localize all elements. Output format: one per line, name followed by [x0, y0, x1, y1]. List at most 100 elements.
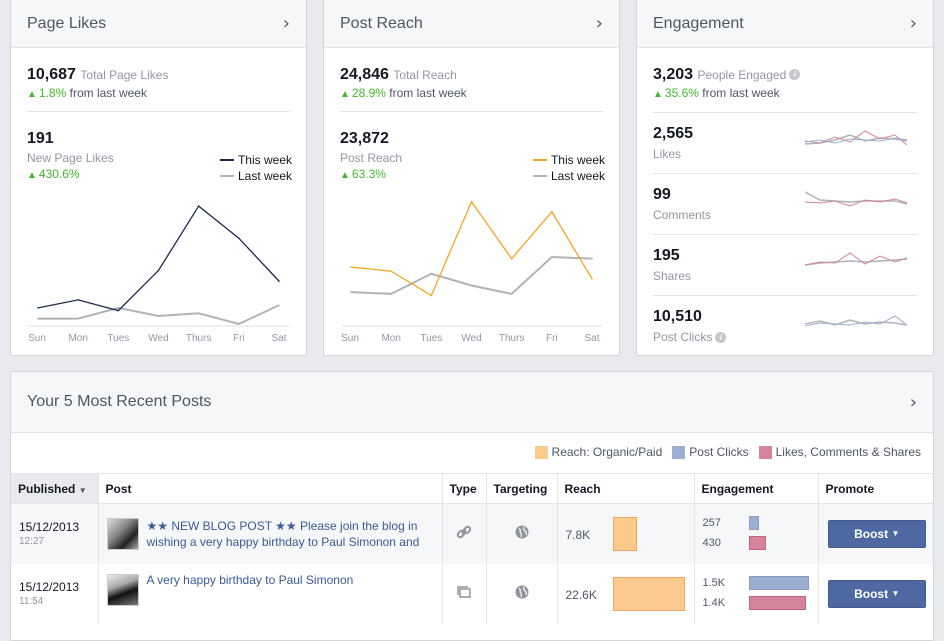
chevron-right-icon[interactable]: ›	[595, 13, 603, 34]
page-likes-chart: Sun Mon Tues Wed Thurs Fri Sat	[28, 205, 289, 344]
column-targeting[interactable]: Targeting	[486, 473, 558, 504]
reach-cell: 22.6K	[557, 563, 695, 624]
new-likes-label: New Page Likes	[27, 151, 114, 165]
column-published[interactable]: Published ▼	[11, 473, 99, 504]
people-engaged: 3,203 People Engaged i	[653, 66, 801, 84]
last-week-point	[551, 256, 553, 258]
page-likes-card: Page Likes › 10,687 Total Page Likes ▲ 1.…	[10, 0, 307, 356]
total-reach-value: 24,846	[340, 66, 389, 83]
this-week-point	[591, 277, 593, 280]
engaged-change-value: 35.6%	[664, 86, 699, 100]
column-published-label: Published	[18, 481, 76, 496]
boost-button[interactable]: Boost ▼	[827, 519, 926, 548]
last-week-point	[470, 284, 473, 287]
up-arrow-icon: ▲	[340, 170, 350, 181]
up-arrow-icon: ▲	[27, 89, 37, 100]
likes-change-suffix: from last week	[69, 86, 147, 100]
chevron-right-icon[interactable]: ›	[282, 13, 290, 34]
info-icon[interactable]: i	[715, 332, 727, 344]
shares-count: 195	[653, 247, 680, 264]
x-tick-label: Thurs	[186, 333, 212, 344]
reach-change-value: 28.9%	[351, 86, 386, 100]
legend-post-clicks: Post Clicks	[689, 445, 749, 459]
post-reach-change: ▲ 63.3%	[340, 167, 386, 181]
post-cell: ★★ NEW BLOG POST ★★ Please join the blog…	[98, 503, 443, 564]
last-week-point	[510, 293, 513, 295]
x-tick-label: Fri	[233, 333, 245, 344]
recent-posts-card: Your 5 Most Recent Posts › Reach: Organi…	[10, 371, 934, 641]
likes-change-value: 1.8%	[38, 86, 67, 100]
column-post[interactable]: Post	[98, 473, 443, 504]
total-reach-label: Total Reach	[393, 68, 457, 82]
this-week-point	[470, 200, 473, 203]
last-week-point	[430, 272, 433, 275]
chart-legend: This week Last week	[532, 152, 605, 184]
engagement-row-shares: 195 Shares	[653, 234, 917, 295]
legend-last-week: Last week	[237, 169, 292, 183]
targeting-cell	[486, 563, 558, 624]
published-time: 12:27	[19, 536, 45, 548]
x-tick-label: Tues	[420, 333, 442, 344]
column-type[interactable]: Type	[442, 473, 487, 504]
post-thumbnail[interactable]	[106, 517, 139, 550]
post-clicks-swatch	[672, 445, 686, 459]
this-week-point	[157, 269, 160, 272]
people-engaged-value: 3,203	[653, 66, 694, 83]
globe-icon[interactable]	[515, 585, 529, 599]
last-week-point	[117, 307, 120, 309]
published-cell: 15/12/2013 11:54	[11, 563, 99, 624]
up-arrow-icon: ▲	[27, 170, 37, 181]
engagement-header[interactable]: Engagement ›	[637, 0, 933, 48]
table-row: 15/12/2013 11:54 A very happy birthday t…	[11, 563, 933, 624]
chevron-right-icon[interactable]: ›	[909, 391, 917, 413]
likes-comments-shares-swatch	[758, 445, 772, 459]
posts-table: Published ▼ Post Type Targeting Reach En…	[11, 473, 933, 624]
boost-label: Boost	[854, 526, 889, 541]
album-icon[interactable]	[456, 584, 472, 600]
legend-this-week: This week	[237, 153, 292, 167]
likes-label: Likes	[653, 147, 682, 161]
post-reach-label: Post Reach	[340, 151, 403, 165]
recent-posts-header[interactable]: Your 5 Most Recent Posts ›	[11, 372, 933, 433]
chevron-right-icon[interactable]: ›	[909, 13, 917, 34]
engagement-row-likes: 2,565 Likes	[653, 112, 917, 173]
last-week-line	[350, 255, 593, 295]
x-tick-label: Mon	[68, 333, 87, 344]
page-likes-title: Page Likes	[27, 14, 107, 32]
link-icon[interactable]	[456, 524, 472, 540]
boost-button[interactable]: Boost ▼	[827, 579, 926, 608]
post-reach-header[interactable]: Post Reach ›	[324, 0, 619, 48]
type-cell	[442, 503, 487, 564]
likes-sparkline	[805, 130, 908, 146]
reach-bar	[612, 517, 637, 551]
page-likes-header[interactable]: Page Likes ›	[11, 0, 306, 48]
x-tick-label: Tues	[107, 333, 129, 344]
info-icon[interactable]: i	[789, 69, 801, 81]
x-tick-label: Sun	[341, 333, 359, 344]
legend-reach: Reach: Organic/Paid	[551, 445, 663, 459]
new-likes-change: ▲ 430.6%	[27, 167, 80, 181]
globe-icon[interactable]	[515, 525, 529, 539]
post-link[interactable]: ★★ NEW BLOG POST ★★ Please join the blog…	[146, 518, 420, 549]
last-week-swatch	[532, 175, 547, 177]
total-likes-value: 10,687	[27, 66, 76, 83]
total-likes-label: Total Page Likes	[80, 68, 169, 82]
published-cell: 15/12/2013 12:27	[11, 503, 99, 564]
column-promote[interactable]: Promote	[818, 473, 933, 504]
post-thumbnail[interactable]	[106, 573, 139, 606]
column-reach[interactable]: Reach	[557, 473, 695, 504]
post-link[interactable]: A very happy birthday to Paul Simonon	[146, 572, 354, 587]
this-week-point	[77, 299, 79, 301]
engagement-card: Engagement › 3,203 People Engaged i ▲ 35.6…	[636, 0, 934, 356]
last-week-line	[38, 304, 280, 326]
reach-change: ▲ 28.9% from last week	[340, 86, 467, 100]
this-week-point	[117, 309, 120, 312]
this-week-point	[278, 280, 280, 282]
post-reach-change-value: 63.3%	[351, 167, 386, 181]
caret-down-icon: ▼	[891, 589, 900, 598]
column-engagement[interactable]: Engagement	[694, 473, 819, 504]
post-reach-title: Post Reach	[340, 14, 423, 32]
published-time: 11:54	[19, 596, 44, 607]
up-arrow-icon: ▲	[340, 89, 350, 100]
likes-value: 430	[702, 537, 721, 549]
